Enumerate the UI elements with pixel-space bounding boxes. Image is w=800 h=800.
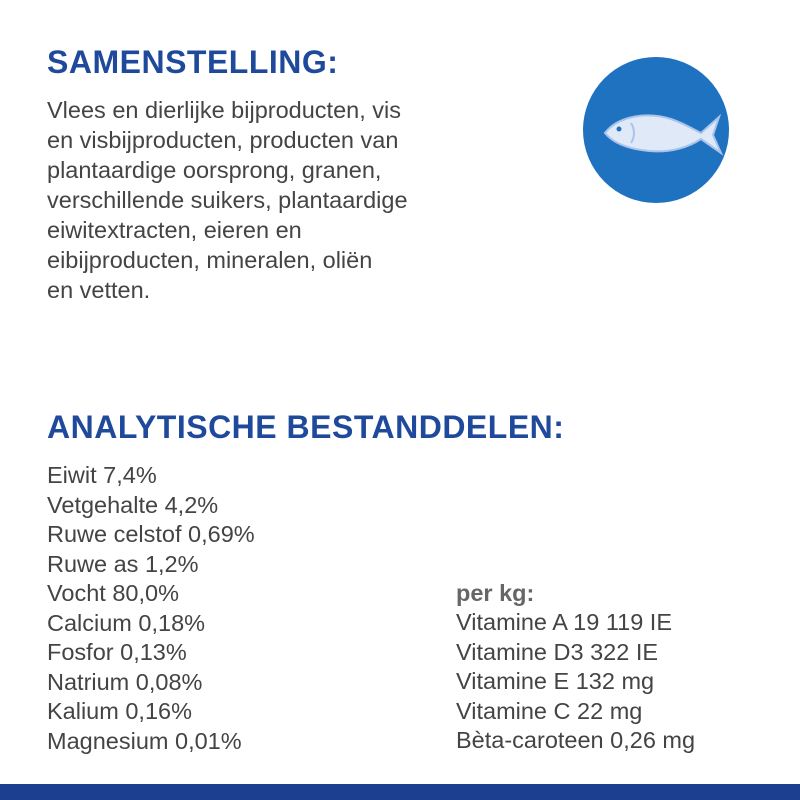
analysis-item: Vetgehalte 4,2% bbox=[47, 491, 219, 518]
per-kg-item: Vitamine D3 322 IE bbox=[456, 638, 659, 665]
composition-line: Vlees en dierlijke bijproducten, vis bbox=[47, 97, 401, 123]
analysis-item: Ruwe celstof 0,69% bbox=[47, 521, 255, 547]
composition-line: plantaardige oorsprong, granen, bbox=[47, 157, 382, 183]
composition-line: en vetten. bbox=[47, 277, 151, 303]
per-kg-item: Vitamine A 19 119 IE bbox=[456, 609, 673, 635]
analysis-item: Ruwe as 1,2% bbox=[47, 550, 199, 577]
analysis-item: Calcium 0,18% bbox=[47, 609, 206, 636]
per-kg-item: Vitamine C 22 mg bbox=[456, 697, 643, 724]
analysis-item: Eiwit 7,4% bbox=[47, 462, 157, 488]
composition-line: en visbijproducten, producten van bbox=[47, 127, 399, 153]
analysis-item: Magnesium 0,01% bbox=[47, 727, 242, 754]
analysis-item: Fosfor 0,13% bbox=[47, 639, 187, 665]
per-kg-item: Vitamine E 132 mg bbox=[456, 668, 655, 694]
analysis-item: Kalium 0,16% bbox=[47, 698, 192, 724]
fish-icon bbox=[583, 57, 729, 203]
per-kg-heading: per kg: bbox=[456, 580, 535, 606]
composition-title: SAMENSTELLING: bbox=[47, 44, 339, 80]
analysis-item: Vocht 80,0% bbox=[47, 580, 179, 606]
footer-bar bbox=[0, 784, 800, 800]
composition-line: verschillende suikers, plantaardige bbox=[47, 187, 408, 213]
analysis-title: ANALYTISCHE BESTANDDELEN: bbox=[47, 409, 565, 445]
composition-line: eibijproducten, mineralen, oliën bbox=[47, 247, 373, 273]
per-kg-item: Bèta-caroteen 0,26 mg bbox=[456, 727, 696, 753]
composition-line: eiwitextracten, eieren en bbox=[47, 217, 302, 243]
analysis-item: Natrium 0,08% bbox=[47, 668, 203, 695]
